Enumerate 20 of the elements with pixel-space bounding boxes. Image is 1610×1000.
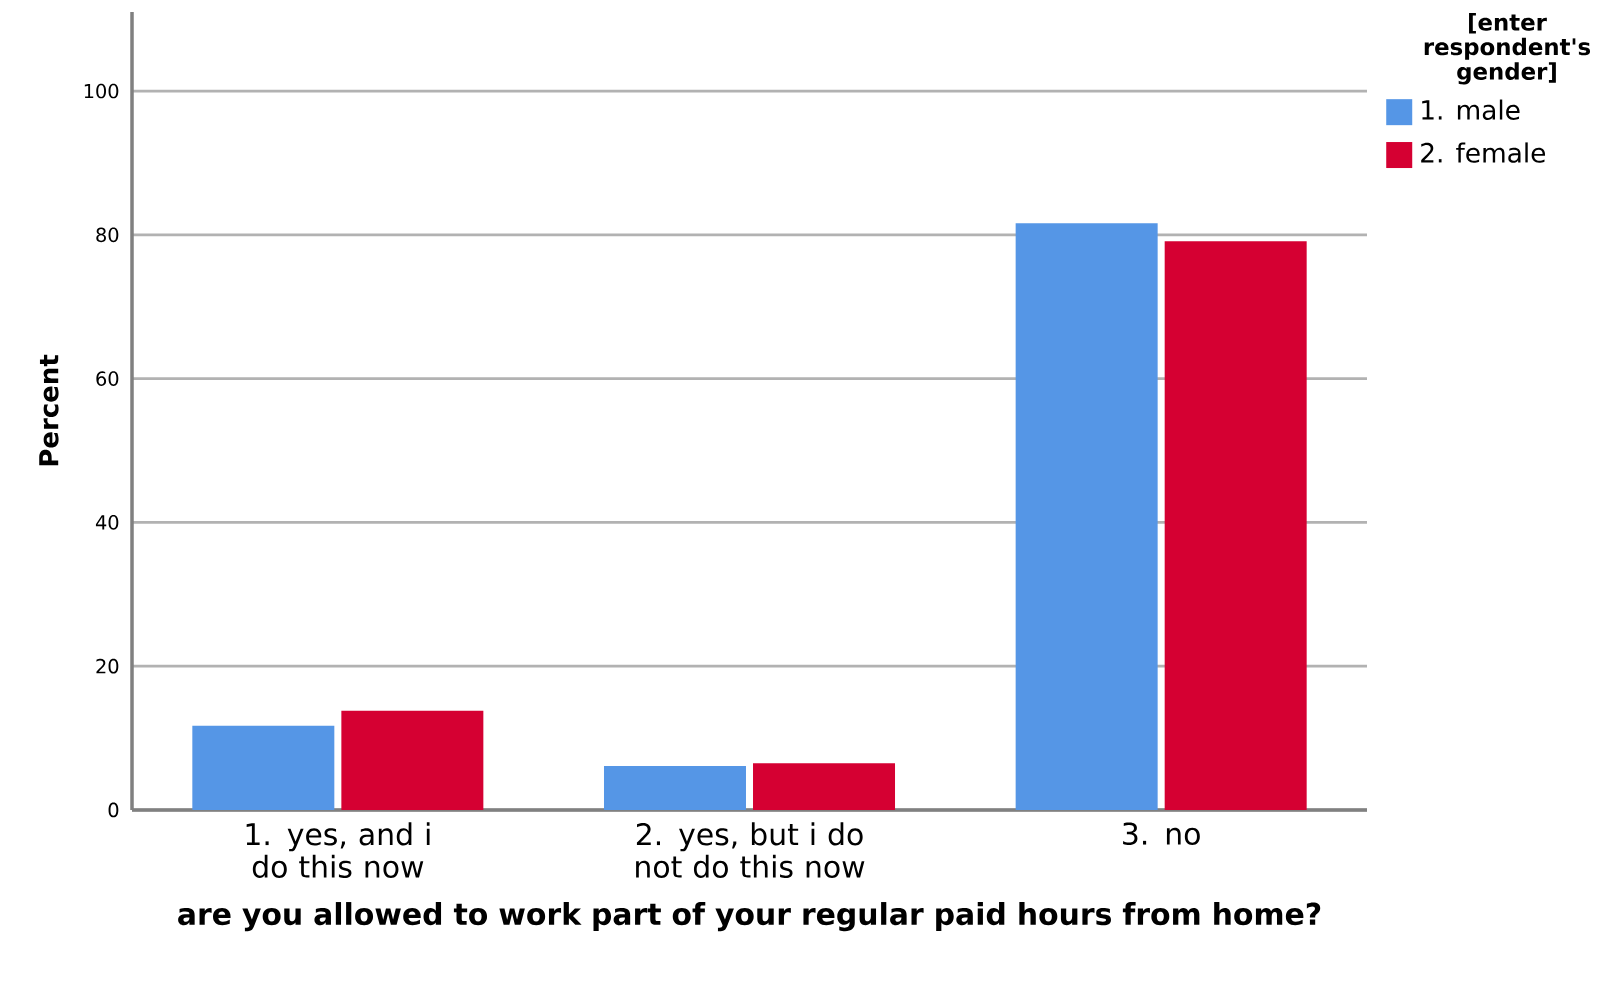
legend-title: [enter respondent's gender] xyxy=(1424,13,1591,85)
y-tick-label: 0 xyxy=(108,802,119,818)
y-tick-label: 100 xyxy=(84,83,119,99)
y-tick-label: 60 xyxy=(96,371,119,386)
bar xyxy=(1164,241,1307,810)
y-tick-label: 40 xyxy=(95,515,119,530)
bar xyxy=(341,710,484,810)
x-tick-label: 2. yes, but i do not do this now xyxy=(636,822,865,878)
bar xyxy=(753,763,896,810)
legend-label: 2. female xyxy=(1421,142,1546,163)
x-axis-title: are you allowed to work part of your regular paid hours from home? xyxy=(178,902,1321,932)
y-axis-title: Percent xyxy=(39,354,59,466)
bar xyxy=(192,725,335,810)
y-tick-label: 80 xyxy=(96,227,119,243)
legend-label: 1. male xyxy=(1422,99,1520,120)
y-tick-label: 20 xyxy=(96,658,119,674)
x-tick-label: 1. yes, and i do this now xyxy=(246,822,430,878)
x-tick-label: 3. no xyxy=(1123,822,1200,846)
bar xyxy=(1015,223,1158,810)
bar xyxy=(603,766,746,810)
